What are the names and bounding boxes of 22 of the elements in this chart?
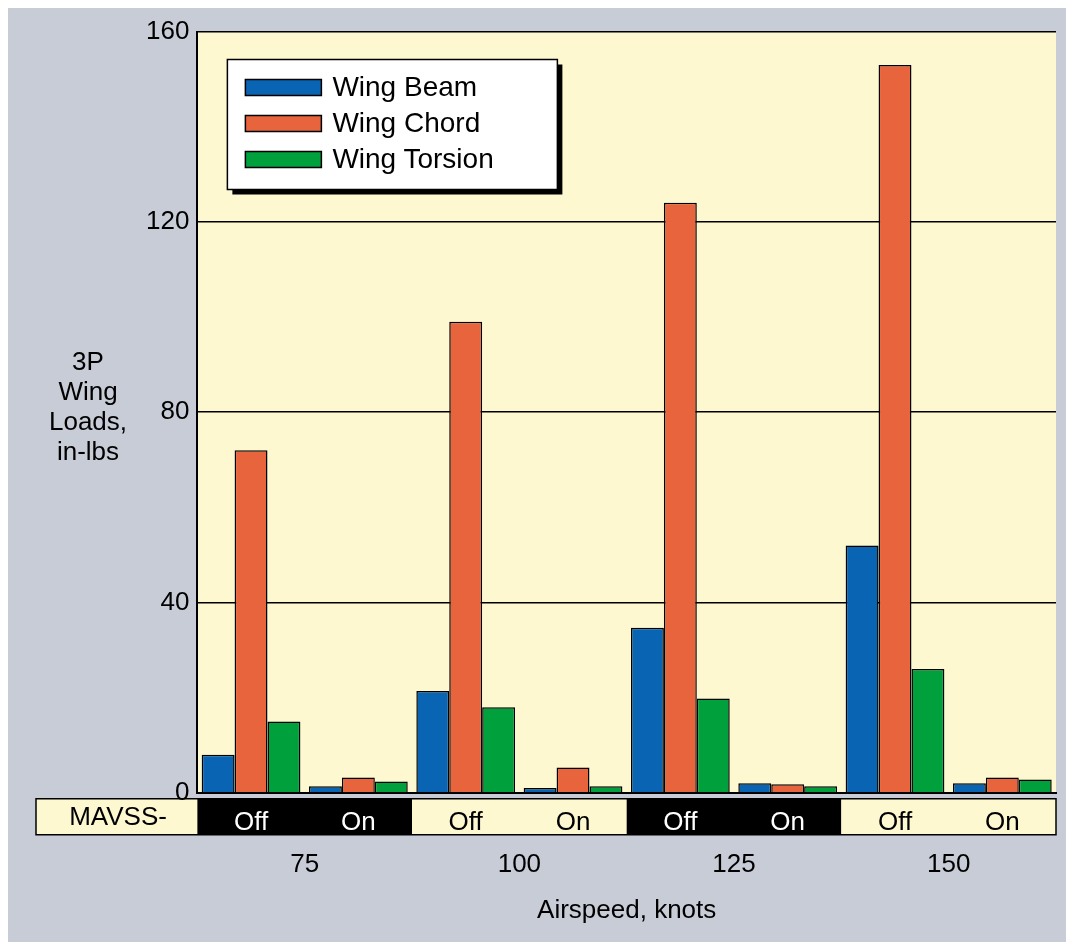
text: 100: [497, 847, 542, 878]
legend-label: Wing Torsion: [332, 143, 494, 175]
text: MAVSS-: [69, 800, 167, 831]
y-axis-title: 3P Wing Loads, in-lbs: [48, 346, 128, 467]
y-tick-label: 120: [145, 205, 190, 236]
x-tick-label: On: [555, 805, 591, 836]
y-tick-label: 80: [160, 395, 190, 426]
y-tick-label: 160: [145, 14, 190, 45]
legend-label: Wing Beam: [332, 71, 478, 103]
x-tick-label: Off: [448, 805, 484, 836]
x-tick-label: On: [984, 805, 1020, 836]
x-tick-label: Off: [663, 805, 699, 836]
text: 125: [712, 847, 756, 878]
text: 75: [290, 847, 320, 878]
x-tick-label: Off: [233, 805, 269, 836]
x-tick-label: Off: [877, 805, 913, 836]
x-axis-title: Airspeed, knots: [537, 893, 717, 924]
legend-label: Wing Chord: [332, 107, 481, 139]
text: 150: [926, 847, 971, 878]
x-tick-label: On: [341, 805, 376, 836]
y-tick-label: 40: [160, 585, 190, 616]
x-tick-label: On: [770, 805, 806, 836]
